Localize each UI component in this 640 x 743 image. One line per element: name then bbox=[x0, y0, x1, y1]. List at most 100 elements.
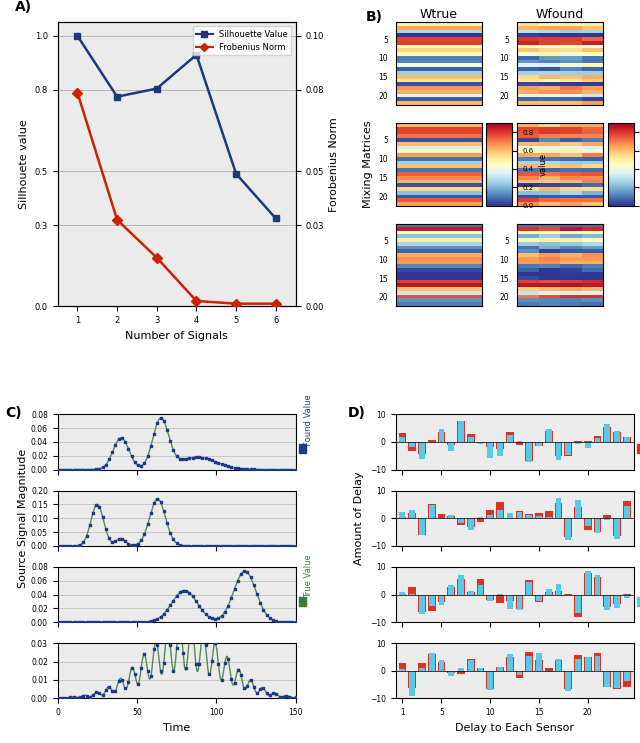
Point bbox=[62, 464, 72, 476]
Bar bbox=[614, 518, 620, 539]
Point bbox=[68, 540, 79, 552]
Point bbox=[84, 464, 95, 476]
Bar bbox=[399, 517, 406, 518]
Point bbox=[229, 540, 239, 552]
Point bbox=[110, 536, 120, 548]
Bar bbox=[438, 429, 444, 442]
Bar bbox=[408, 671, 416, 688]
Point bbox=[56, 692, 66, 704]
Bar bbox=[477, 517, 483, 518]
Point bbox=[194, 658, 204, 669]
Point bbox=[271, 615, 282, 627]
Point bbox=[172, 590, 182, 602]
Bar bbox=[496, 442, 504, 449]
Point bbox=[236, 669, 246, 681]
Point bbox=[255, 684, 266, 695]
Point bbox=[140, 457, 150, 469]
Point bbox=[268, 464, 278, 476]
Bar bbox=[429, 653, 435, 671]
Bar bbox=[545, 592, 552, 594]
Bar bbox=[604, 594, 610, 610]
Point bbox=[255, 464, 266, 476]
Point bbox=[68, 616, 79, 628]
Point bbox=[213, 457, 223, 469]
Point bbox=[162, 516, 172, 528]
Point bbox=[236, 568, 246, 580]
Point bbox=[271, 464, 282, 476]
Point bbox=[249, 580, 259, 591]
Point bbox=[130, 616, 140, 628]
Point bbox=[255, 597, 266, 609]
Bar bbox=[457, 671, 465, 673]
Point bbox=[262, 687, 272, 699]
Bar bbox=[516, 513, 522, 518]
Point bbox=[259, 682, 269, 694]
Point bbox=[143, 616, 153, 628]
Bar bbox=[574, 507, 582, 518]
Bar bbox=[399, 511, 405, 518]
Bar bbox=[497, 510, 503, 518]
Point bbox=[68, 691, 79, 703]
Point bbox=[100, 523, 111, 535]
Point bbox=[232, 574, 243, 586]
Point bbox=[56, 464, 66, 476]
Text: D): D) bbox=[348, 406, 366, 420]
Point bbox=[268, 687, 278, 699]
Point bbox=[81, 690, 92, 701]
Bar bbox=[536, 653, 542, 671]
Bar bbox=[546, 589, 552, 594]
Point bbox=[197, 628, 207, 640]
Point bbox=[268, 614, 278, 626]
Bar bbox=[477, 442, 483, 444]
Point bbox=[223, 600, 233, 611]
Point bbox=[249, 464, 259, 476]
Bar bbox=[595, 574, 600, 594]
Point bbox=[117, 533, 127, 545]
Point bbox=[88, 690, 98, 701]
Bar bbox=[399, 437, 405, 442]
Point bbox=[140, 528, 150, 540]
Bar bbox=[516, 671, 524, 678]
Point bbox=[59, 692, 69, 704]
Bar bbox=[458, 421, 464, 442]
Point bbox=[152, 493, 163, 504]
Bar bbox=[536, 516, 542, 518]
Point bbox=[262, 464, 272, 476]
Bar bbox=[594, 577, 602, 594]
Bar bbox=[613, 432, 621, 442]
Point bbox=[246, 571, 256, 583]
Point bbox=[113, 433, 124, 445]
Point bbox=[216, 540, 227, 552]
Point bbox=[194, 540, 204, 552]
Bar bbox=[624, 671, 630, 681]
Point bbox=[52, 464, 63, 476]
Point bbox=[275, 616, 285, 628]
Point bbox=[213, 540, 223, 552]
Bar bbox=[604, 424, 610, 442]
Point bbox=[178, 585, 188, 597]
Point bbox=[130, 539, 140, 551]
Point bbox=[78, 616, 88, 628]
Point bbox=[226, 461, 236, 473]
Point bbox=[204, 453, 214, 465]
Bar bbox=[408, 587, 416, 594]
Point bbox=[143, 665, 153, 677]
Bar bbox=[564, 518, 572, 536]
Point bbox=[94, 616, 104, 628]
Point bbox=[143, 519, 153, 531]
Point bbox=[152, 613, 163, 625]
Point bbox=[113, 675, 124, 687]
Point bbox=[156, 611, 166, 623]
Bar bbox=[565, 518, 571, 539]
Bar bbox=[613, 594, 621, 604]
Bar bbox=[564, 442, 572, 456]
Point bbox=[197, 540, 207, 552]
Point bbox=[162, 424, 172, 435]
Bar bbox=[614, 671, 620, 687]
Y-axis label: Sillhouete value: Sillhouete value bbox=[19, 120, 29, 210]
Point bbox=[291, 540, 301, 552]
Point bbox=[62, 616, 72, 628]
Point bbox=[197, 452, 207, 464]
Point bbox=[107, 447, 117, 458]
Point bbox=[117, 432, 127, 444]
